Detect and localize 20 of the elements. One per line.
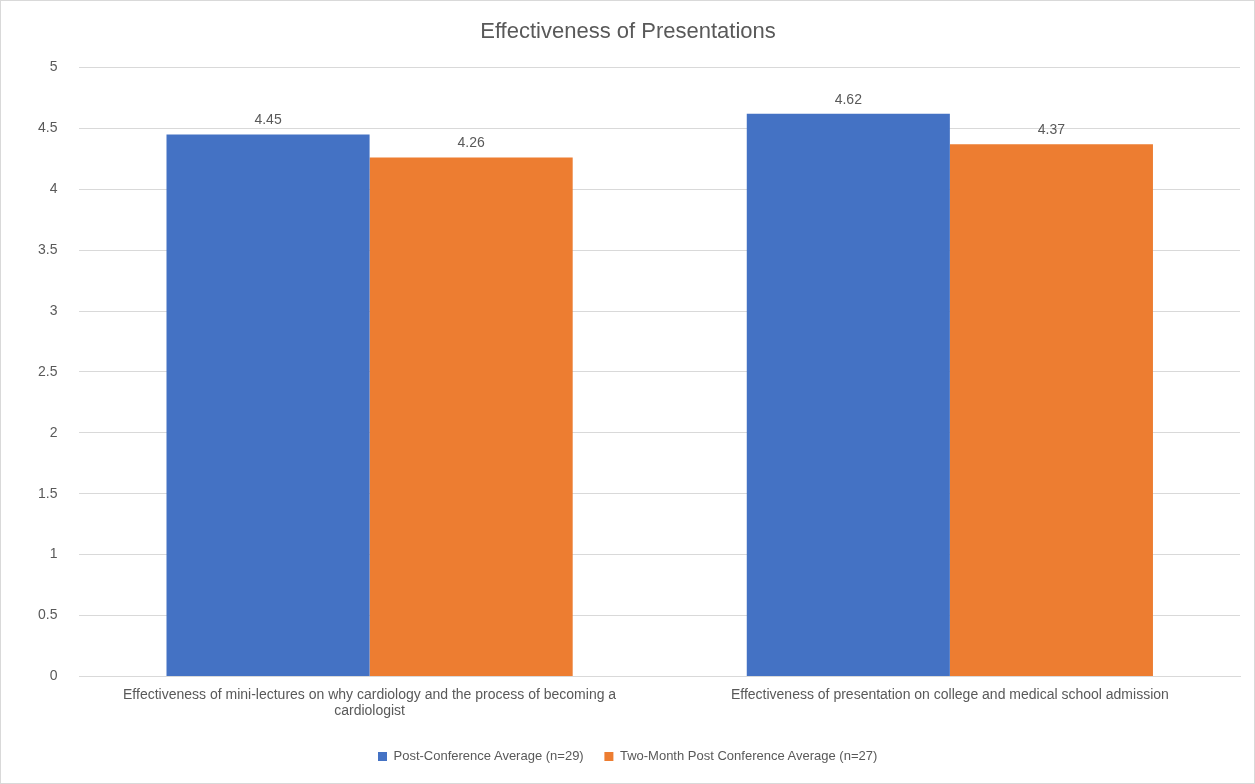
y-tick-label: 2	[49, 423, 58, 440]
x-tick-label: Effectiveness of presentation on college and medical school admission	[730, 685, 1169, 702]
data-label: 4.62	[834, 90, 863, 107]
legend-label: Post-Conference Average (n=29)	[393, 748, 584, 764]
legend-label: Two-Month Post Conference Average (n=27)	[619, 748, 878, 764]
y-tick-label: 2.5	[37, 362, 58, 379]
y-tick-label: 0	[49, 667, 58, 684]
y-tick-label: 5	[49, 58, 58, 75]
data-label: 4.26	[457, 134, 485, 151]
y-tick-label: 3.5	[37, 240, 58, 257]
y-tick-label: 0.5	[37, 606, 58, 623]
y-tick-label: 3	[49, 301, 58, 318]
chart-title: Effectiveness of Presentations	[480, 18, 776, 44]
data-label: 4.45	[254, 111, 282, 128]
y-tick-label: 1	[49, 545, 58, 562]
data-label: 4.37	[1037, 120, 1066, 137]
y-tick-label: 4.5	[37, 119, 58, 136]
y-tick-label: 4	[49, 180, 58, 197]
y-tick-label: 1.5	[37, 484, 58, 501]
x-tick-label: Effectiveness of mini-lectures on why cardiology and the process of becoming a cardiologist	[123, 685, 617, 719]
